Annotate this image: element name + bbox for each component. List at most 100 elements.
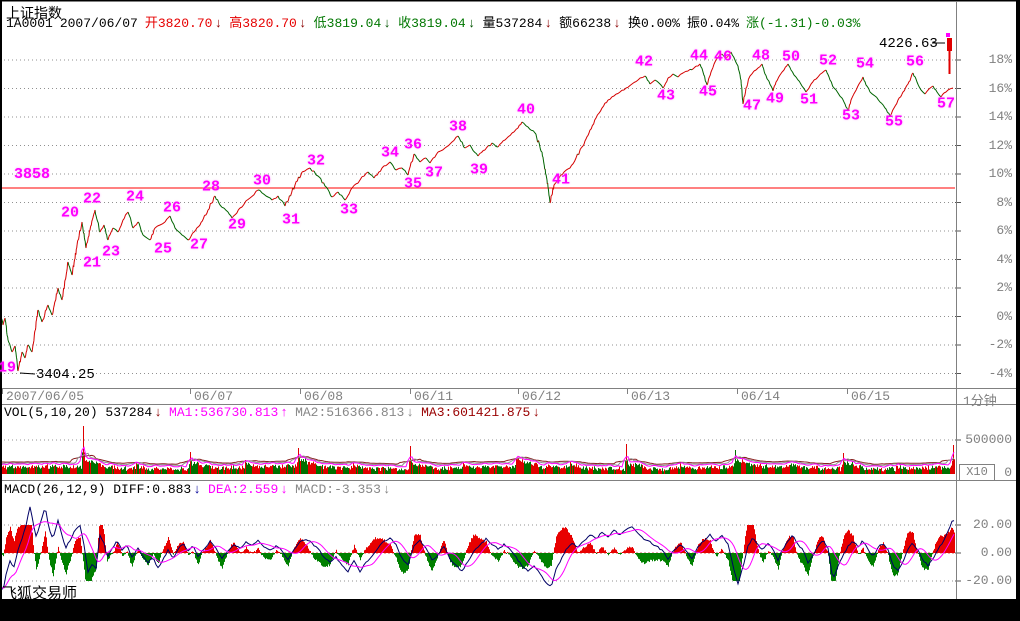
wave-count-label: 23 [101,243,121,261]
volume-multiplier-badge: X10 [959,464,995,481]
wave-count-label: 34 [380,144,400,162]
wave-count-label: 57 [936,95,956,113]
wave-count-label: 35 [403,175,423,193]
wave-count-label: 47 [742,97,762,115]
wave-count-label: 36 [403,136,423,154]
macd-axis-label: 20.00 [972,517,1012,532]
macd-axis-label: -20.00 [965,573,1012,588]
macd-header-trend-arrow-icon: ↓ [193,482,202,497]
quote-trend-arrow-icon: ↓ [544,16,553,31]
wave-count-label: 29 [227,216,247,234]
date-label: 06/11 [414,389,454,404]
wave-count-label: 20 [60,204,80,222]
quote-field: 额66238 [559,16,612,31]
quote-field: 1A0001 [6,16,53,31]
wave-count-label: 32 [306,152,326,170]
wave-count-label: 46 [713,48,733,66]
percent-axis-label: 4% [996,251,1012,267]
quote-field: 低3819.04 [313,16,382,31]
quote-trend-arrow-icon: ↓ [467,16,476,31]
macd-header-field: MACD(26,12,9) DIFF:0.883 [4,482,192,497]
volume-axis-label: 500000 [965,432,1012,447]
date-label: 06/14 [741,389,781,404]
wave-count-label: 39 [469,161,489,179]
vol-header-field: MA1:536730.813 [169,405,279,420]
quote-trend-arrow-icon: ↓ [613,16,621,31]
wave-count-label: 22 [82,190,102,208]
page-title: 上证指数 [6,7,62,23]
volume-indicator-header: VOL(5,10,20) 537284 ↓ MA1:536730.813 ↑ MA2:5… [4,406,547,420]
macd-header-field: MACD:-3.353 [295,482,381,497]
date-label: 06/12 [522,389,562,404]
vol-header-trend-arrow-icon: ↓ [154,405,163,420]
vol-header-trend-arrow-icon: ↑ [280,405,289,420]
low-price-label: 3404.25 [36,367,95,383]
quote-trend-arrow-icon: ↓ [383,16,392,31]
wave-count-label: 50 [781,48,801,66]
macd-pane[interactable] [0,480,956,598]
vol-header-trend-arrow-icon: ↓ [406,405,415,420]
quote-trend-arrow-icon: ↓ [214,16,223,31]
wave-count-label: 26 [162,199,182,217]
quote-field: 2007/06/07 [59,16,138,31]
wave-count-label: 48 [751,47,771,65]
wave-count-label: 55 [884,113,904,131]
percent-axis-label: 8% [996,194,1012,210]
wave-count-label: 45 [698,83,718,101]
vol-header-field: MA2:516366.813 [295,405,405,420]
quote-field: 高3820.70 [229,16,297,31]
quote-bar: 1A0001 2007/06/07 开3820.70 ↓ 高3820.70 ↓ 低3819.… [6,17,867,31]
wave-count-label: 43 [656,87,676,105]
wave-count-label: 51 [799,91,819,109]
wave-count-label: 33 [339,201,359,219]
wave-count-label: 44 [689,47,709,65]
app-watermark: 飞狐交易师 [2,586,78,603]
wave-count-label: 28 [201,178,221,196]
percent-axis-label: 10% [988,166,1012,181]
wave-count-label: 31 [281,211,301,229]
percent-axis-label: 16% [988,80,1012,96]
macd-header-trend-arrow-icon: ↓ [382,482,391,497]
quote-field: 振0.04% [686,16,739,31]
percent-axis-label: 0% [996,308,1012,324]
vol-header-field: VOL(5,10,20) 537284 [4,405,153,420]
wave-count-label: 27 [189,236,209,254]
wave-count-label: 21 [82,254,102,272]
quote-trend-arrow-icon: ↓ [298,16,307,31]
quote-field: 换0.00% [627,16,680,31]
wave-count-label: 30 [252,172,272,190]
percent-axis-label: -4% [988,365,1012,381]
macd-axis-label: 0.00 [980,545,1012,560]
percent-axis-label: -2% [988,337,1012,352]
wave-count-label: 56 [905,53,925,71]
wave-count-label: 41 [551,171,571,189]
percent-axis-label: 18% [988,52,1012,67]
wave-count-label: 42 [634,53,654,71]
macd-header-field: DEA:2.559 [208,482,279,497]
wave-count-label: 25 [153,240,173,258]
percent-axis-label: 6% [996,223,1012,238]
percent-axis-label: 14% [988,109,1012,124]
percent-axis-label: 2% [996,280,1012,295]
wave-count-label: 49 [765,90,785,108]
quote-field: 量537284 [482,16,543,31]
percent-axis-label: 12% [988,137,1012,153]
main-chart-pane[interactable] [0,30,956,388]
period-label[interactable]: 1分钟 [963,394,997,409]
quote-field: 涨(-1.31)-0.03% [746,16,861,31]
date-label: 2007/06/05 [6,389,85,404]
volume-axis-label: 0 [1004,465,1012,480]
high-price-label: 4226.63 [879,36,938,52]
vol-header-field: MA3:601421.875 [421,405,531,420]
wave-count-label: 38 [448,118,468,136]
wave-count-label: 40 [516,101,536,119]
date-label: 06/08 [304,389,344,404]
date-label: 06/15 [851,389,891,404]
quote-field: 收3819.04 [398,16,466,31]
wave-count-label: 52 [818,52,838,70]
macd-header-trend-arrow-icon: ↓ [280,482,289,497]
wave-count-label: 19 [0,359,17,377]
macd-indicator-header: MACD(26,12,9) DIFF:0.883 ↓ DEA:2.559 ↓ MACD:… [4,483,398,497]
